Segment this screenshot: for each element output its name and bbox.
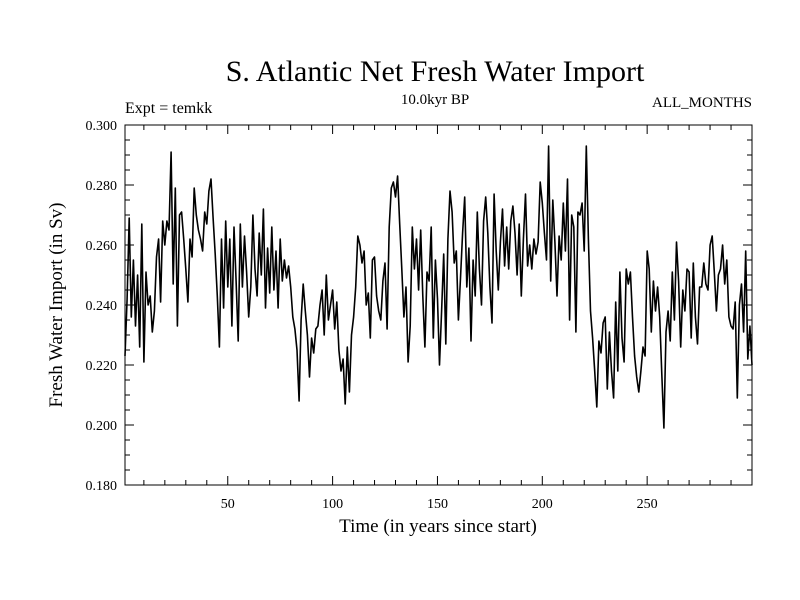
y-tick-label: 0.260 (86, 239, 118, 254)
x-tick-label: 250 (637, 497, 658, 512)
x-tick-label: 50 (221, 497, 235, 512)
chart-title: S. Atlantic Net Fresh Water Import (225, 55, 645, 88)
y-axis-ticks: 0.180 0.200 0.220 0.240 0.260 0.280 0.300 (86, 119, 752, 494)
x-tick-label: 100 (322, 497, 343, 512)
y-tick-label: 0.240 (86, 299, 118, 314)
x-axis-label: Time (in years since start) (339, 516, 537, 537)
y-tick-label: 0.300 (86, 119, 118, 134)
y-tick-label: 0.180 (86, 479, 118, 494)
y-axis-label: Fresh Water Import (in Sv) (46, 203, 67, 408)
y-tick-label: 0.220 (86, 359, 118, 374)
time-period-label: 10.0kyr BP (400, 92, 470, 108)
x-tick-label: 150 (427, 497, 448, 512)
y-tick-label: 0.280 (86, 179, 118, 194)
x-axis-ticks: 50 100 150 200 250 (143, 125, 732, 512)
y-tick-label: 0.200 (86, 419, 118, 434)
x-tick-label: 200 (532, 497, 553, 512)
months-label: ALL_MONTHS (652, 95, 752, 111)
series-line-fresh_water_import (124, 145, 753, 429)
experiment-label: Expt = temkk (125, 100, 213, 117)
plot-frame (124, 124, 753, 486)
series-group (124, 145, 753, 429)
